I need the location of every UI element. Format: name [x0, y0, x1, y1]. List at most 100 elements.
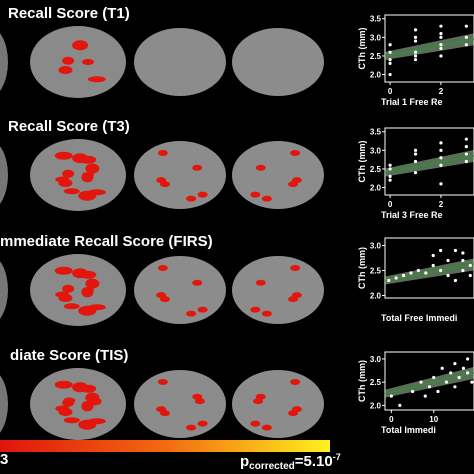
- fit-band: [385, 258, 474, 285]
- colorbar: [0, 440, 330, 452]
- point: [439, 163, 443, 167]
- activation: [261, 424, 272, 431]
- activation: [192, 279, 203, 286]
- point: [461, 251, 465, 255]
- brain-lateral: [30, 254, 126, 326]
- brain-lateral: [30, 139, 126, 211]
- point: [439, 32, 443, 36]
- y-axis-label: CTh (mm): [357, 247, 367, 289]
- fit-band: [385, 33, 474, 60]
- activation: [186, 195, 197, 202]
- activation: [291, 177, 302, 184]
- colorbar-label: pcorrected=5.10-7: [240, 452, 341, 472]
- activation: [290, 378, 301, 385]
- activation: [54, 380, 73, 389]
- activation: [55, 176, 70, 183]
- point: [464, 24, 468, 28]
- brain-medial: [232, 370, 324, 438]
- point: [388, 50, 392, 54]
- fit-line: [384, 263, 474, 282]
- point: [436, 389, 440, 394]
- point: [409, 271, 413, 275]
- point: [419, 380, 423, 384]
- point: [413, 54, 418, 58]
- point: [439, 46, 443, 51]
- activation: [85, 163, 100, 174]
- activation: [250, 191, 261, 198]
- colorbar-min: 3: [0, 451, 8, 468]
- point: [423, 394, 427, 398]
- y-tick-label: 3.0: [370, 146, 382, 155]
- point: [413, 159, 418, 164]
- brain-medial: [232, 256, 324, 324]
- point: [468, 273, 472, 278]
- activation: [290, 149, 301, 156]
- p-sub: corrected: [249, 461, 295, 472]
- point: [446, 258, 450, 263]
- y-tick-label: 2.5: [370, 165, 382, 174]
- point: [427, 385, 432, 389]
- p-sup: -7: [333, 452, 341, 462]
- point: [398, 403, 402, 407]
- fit-line: [384, 38, 474, 57]
- activation: [157, 149, 168, 156]
- activation: [78, 419, 97, 430]
- activation: [291, 406, 302, 413]
- point: [468, 263, 472, 268]
- point: [388, 178, 392, 182]
- point: [416, 268, 420, 273]
- fit-band: [385, 366, 474, 398]
- point: [431, 263, 435, 268]
- point: [439, 141, 443, 145]
- brain-edge: [0, 261, 8, 319]
- point: [464, 137, 468, 141]
- point: [453, 278, 458, 283]
- point: [413, 148, 418, 152]
- x-tick-label: 0: [388, 200, 393, 209]
- point: [413, 152, 418, 156]
- p-eq: =5.10: [295, 453, 333, 470]
- point: [388, 58, 392, 62]
- point: [457, 375, 461, 380]
- x-tick-label: 10: [429, 415, 438, 424]
- activation: [54, 266, 73, 275]
- activation: [192, 164, 203, 171]
- point: [439, 182, 443, 186]
- activation: [80, 155, 97, 164]
- point: [413, 171, 418, 175]
- y-axis-label: CTh (mm): [357, 360, 367, 402]
- y-tick-label: 2.5: [370, 267, 382, 276]
- brain-medial: [232, 141, 324, 209]
- brain-edge: [0, 33, 8, 91]
- activation: [87, 397, 102, 406]
- point: [413, 39, 418, 43]
- point: [439, 248, 443, 253]
- y-tick-label: 2.5: [370, 52, 382, 61]
- y-tick-label: 3.0: [370, 242, 382, 251]
- x-axis-label: Total Immedi: [381, 425, 436, 435]
- activation: [85, 278, 100, 289]
- activation: [54, 151, 73, 160]
- activation: [81, 287, 94, 298]
- point: [439, 35, 443, 39]
- activation: [87, 76, 106, 83]
- fit-band: [385, 149, 474, 177]
- activation: [63, 417, 80, 424]
- point: [424, 271, 428, 275]
- activation: [156, 177, 167, 184]
- x-axis-label: Trial 3 Free Re: [381, 210, 443, 220]
- y-axis-label: CTh (mm): [357, 141, 367, 183]
- activation: [62, 169, 75, 178]
- panel-title: Recall Score (T3): [8, 118, 130, 135]
- activation: [291, 292, 302, 299]
- point: [444, 380, 449, 384]
- brain-medial: [134, 256, 226, 324]
- activation: [78, 305, 97, 316]
- activation: [186, 310, 197, 317]
- activation: [157, 378, 168, 385]
- point: [439, 156, 443, 160]
- activation: [55, 291, 70, 298]
- activation: [157, 264, 168, 271]
- y-tick-label: 3.0: [370, 355, 382, 364]
- x-tick-label: 2: [439, 200, 444, 209]
